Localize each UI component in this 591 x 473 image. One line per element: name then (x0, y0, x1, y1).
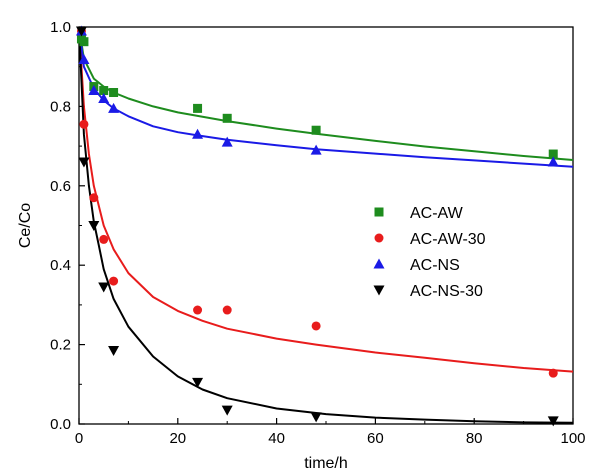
data-point-ac-ns (78, 54, 90, 65)
legend-marker-ac-aw-30 (374, 233, 384, 243)
data-point-ac-ns-30 (75, 26, 87, 37)
data-point-ac-aw (193, 103, 203, 113)
y-tick-label: 0.4 (50, 257, 71, 274)
fit-curves (78, 26, 574, 424)
legend-marker-ac-aw (374, 207, 384, 217)
data-point-ac-ns (547, 156, 559, 167)
x-tick-label: 20 (169, 430, 186, 447)
fit-line-ac-aw (78, 26, 574, 161)
data-point-ac-ns-30 (192, 377, 204, 388)
x-tick-label: 80 (466, 430, 483, 447)
data-point-ac-ns (221, 136, 233, 147)
plot-frame (78, 26, 574, 425)
data-point-ac-aw-30 (193, 305, 203, 315)
data-point-ac-aw (222, 113, 232, 123)
data-point-ac-ns (88, 85, 100, 96)
legend-marker-ac-ns-30 (373, 285, 385, 296)
legend-label-ac-ns: AC-NS (410, 257, 460, 274)
y-axis-label: Ce/Co (17, 203, 34, 248)
data-point-ac-ns-30 (310, 412, 322, 423)
x-tick-label: 100 (560, 430, 585, 447)
data-point-ac-ns (310, 144, 322, 155)
data-point-ac-ns-30 (98, 282, 110, 293)
data-point-ac-aw-30 (548, 368, 558, 378)
legend-marker-ac-ns (373, 258, 385, 269)
axis-ticks: 0 20 40 60 80 100 0.0 0.2 0.4 0.6 0.8 1.0 (50, 19, 585, 447)
data-point-ac-aw (548, 149, 558, 159)
x-axis-label: time/h (304, 455, 348, 472)
data-point-ac-aw-30 (311, 321, 321, 331)
data-point-ac-aw-30 (99, 234, 109, 244)
x-tick-label: 60 (367, 430, 384, 447)
data-point-ac-ns-30 (547, 416, 559, 427)
legend-label-ac-aw: AC-AW (410, 205, 464, 222)
data-point-ac-aw (99, 86, 109, 96)
x-tick-label: 0 (75, 430, 83, 447)
fit-line-ac-aw-30 (78, 26, 574, 373)
data-markers (75, 25, 559, 427)
y-tick-label: 1.0 (50, 19, 71, 36)
fit-line-ac-ns (78, 26, 574, 168)
y-tick-label: 0.0 (50, 416, 71, 433)
data-point-ac-aw (79, 37, 89, 47)
fit-line-ac-ns-30 (78, 26, 574, 424)
data-point-ac-ns-30 (221, 405, 233, 416)
data-point-ac-aw (311, 125, 321, 135)
data-point-ac-ns-30 (88, 221, 100, 231)
data-point-ac-ns (98, 92, 110, 103)
data-point-ac-aw-30 (109, 276, 119, 286)
legend: AC-AW AC-AW-30 AC-NS AC-NS-30 (373, 205, 486, 300)
data-point-ac-ns-30 (108, 346, 120, 357)
data-point-ac-ns (192, 128, 204, 139)
y-tick-label: 0.2 (50, 337, 71, 354)
x-tick-label: 40 (268, 430, 285, 447)
legend-label-ac-ns-30: AC-NS-30 (410, 283, 483, 300)
y-tick-label: 0.8 (50, 98, 71, 115)
legend-label-ac-aw-30: AC-AW-30 (410, 231, 486, 248)
data-point-ac-aw-30 (89, 193, 99, 203)
data-point-ac-aw-30 (222, 305, 232, 315)
data-point-ac-ns-30 (78, 157, 90, 168)
data-point-ac-aw (109, 88, 119, 98)
data-point-ac-aw-30 (79, 119, 89, 129)
data-point-ac-ns (108, 102, 120, 113)
y-tick-label: 0.6 (50, 178, 71, 195)
